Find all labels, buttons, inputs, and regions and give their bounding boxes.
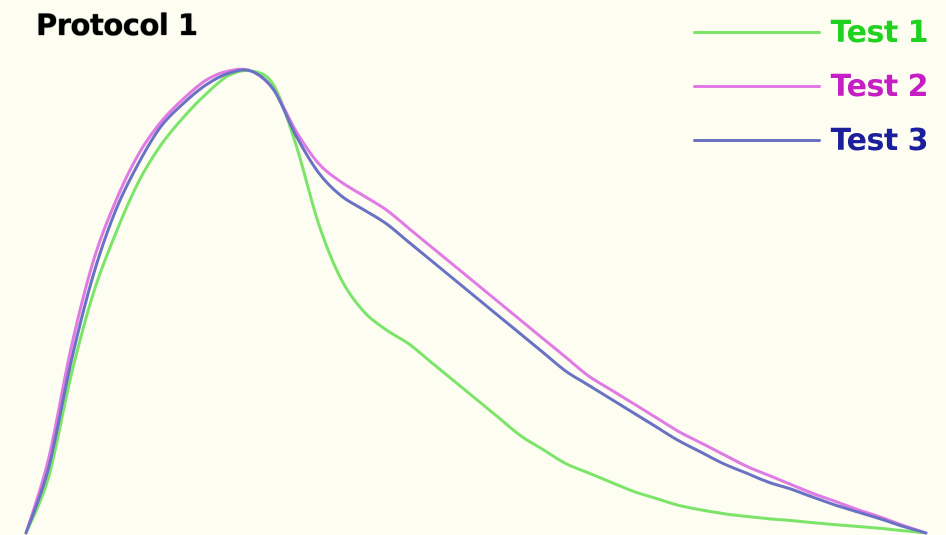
legend-item-test-3: Test 3	[692, 116, 929, 164]
series-line-test-2	[24, 67, 928, 535]
legend-swatch	[692, 30, 821, 34]
legend-label: Test 2	[830, 68, 929, 104]
legend-swatch	[692, 138, 821, 142]
legend-swatch	[692, 84, 821, 88]
legend-label: Test 1	[830, 14, 929, 50]
legend-item-test-2: Test 2	[692, 62, 929, 110]
chart-title: Protocol 1	[36, 8, 198, 42]
series-line-test-3	[24, 68, 928, 535]
chart-legend: Test 1 Test 2 Test 3	[692, 8, 929, 164]
legend-label: Test 3	[830, 122, 929, 158]
legend-item-test-1: Test 1	[692, 8, 929, 56]
series-line-test-1	[24, 69, 928, 535]
